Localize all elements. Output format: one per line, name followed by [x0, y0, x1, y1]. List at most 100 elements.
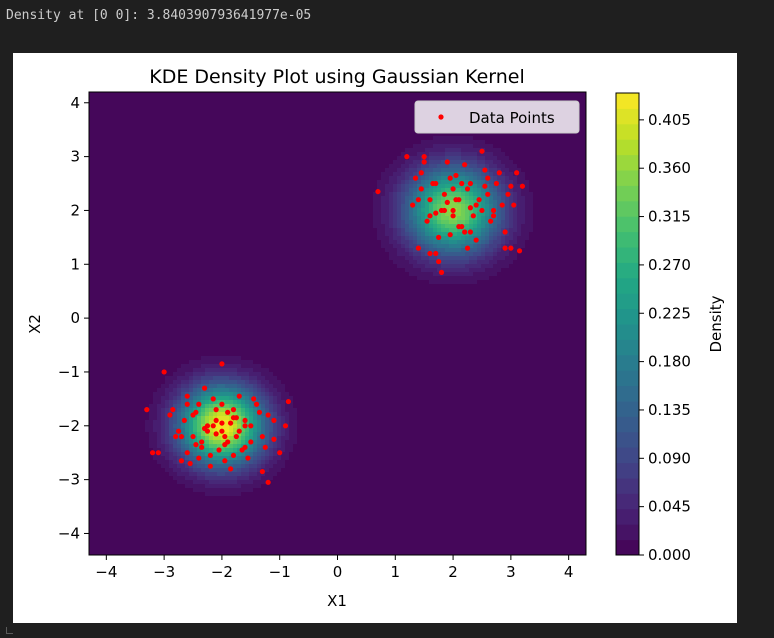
density-cell — [389, 192, 394, 197]
density-cell — [445, 236, 450, 241]
density-cell — [269, 144, 274, 149]
density-cell — [361, 228, 366, 233]
density-cell — [505, 184, 510, 189]
density-cell — [529, 228, 534, 233]
density-cell — [329, 172, 334, 177]
density-cell — [545, 160, 550, 165]
density-cell — [261, 204, 266, 209]
density-cell — [505, 148, 510, 153]
density-cell — [421, 180, 426, 185]
density-cell — [497, 152, 502, 157]
density-cell — [145, 236, 150, 241]
density-cell — [125, 176, 130, 181]
density-cell — [269, 188, 274, 193]
density-cell — [129, 104, 134, 109]
density-cell — [317, 248, 322, 253]
density-cell — [445, 192, 450, 197]
density-cell — [421, 168, 426, 173]
density-cell — [545, 208, 550, 213]
chart-title: KDE Density Plot using Gaussian Kernel — [149, 66, 525, 88]
density-cell — [201, 160, 206, 165]
density-cell — [193, 176, 198, 181]
density-cell — [453, 228, 458, 233]
density-cell — [561, 232, 566, 237]
density-cell — [345, 236, 350, 241]
density-cell — [337, 120, 342, 125]
density-cell — [225, 188, 230, 193]
density-cell — [177, 228, 182, 233]
density-cell — [221, 112, 226, 117]
density-cell — [329, 220, 334, 225]
density-cell — [465, 152, 470, 157]
density-cell — [221, 208, 226, 213]
density-cell — [569, 216, 574, 221]
density-cell — [541, 132, 546, 137]
density-cell — [309, 212, 314, 217]
density-cell — [205, 152, 210, 157]
density-cell — [153, 188, 158, 193]
density-cell — [533, 244, 538, 249]
density-cell — [529, 184, 534, 189]
density-cell — [193, 192, 198, 197]
density-cell — [93, 156, 98, 161]
density-cell — [461, 220, 466, 225]
density-cell — [173, 120, 178, 125]
density-cell — [165, 124, 170, 129]
density-cell — [141, 168, 146, 173]
density-cell — [129, 172, 134, 177]
density-cell — [545, 184, 550, 189]
density-cell — [305, 236, 310, 241]
density-cell — [165, 240, 170, 245]
density-cell — [313, 136, 318, 141]
density-cell — [125, 168, 130, 173]
density-cell — [197, 248, 202, 253]
density-cell — [541, 236, 546, 241]
density-cell — [101, 132, 106, 137]
density-cell — [169, 240, 174, 245]
density-cell — [121, 152, 126, 157]
density-cell — [125, 152, 130, 157]
density-cell — [321, 100, 326, 105]
density-cell — [205, 112, 210, 117]
density-cell — [493, 176, 498, 181]
density-cell — [233, 204, 238, 209]
density-cell — [333, 216, 338, 221]
density-cell — [437, 188, 442, 193]
density-cell — [197, 128, 202, 133]
density-cell — [421, 196, 426, 201]
density-cell — [261, 92, 266, 97]
density-cell — [369, 212, 374, 217]
density-cell — [125, 192, 130, 197]
density-cell — [381, 228, 386, 233]
density-cell — [477, 176, 482, 181]
density-cell — [193, 224, 198, 229]
density-cell — [229, 140, 234, 145]
density-cell — [125, 196, 130, 201]
density-cell — [249, 128, 254, 133]
density-cell — [265, 204, 270, 209]
density-cell — [165, 224, 170, 229]
density-cell — [265, 100, 270, 105]
density-cell — [253, 236, 258, 241]
density-cell — [449, 236, 454, 241]
density-cell — [217, 188, 222, 193]
density-cell — [329, 140, 334, 145]
density-cell — [277, 224, 282, 229]
density-cell — [293, 132, 298, 137]
density-cell — [221, 124, 226, 129]
density-cell — [293, 136, 298, 141]
density-cell — [361, 244, 366, 249]
density-cell — [209, 200, 214, 205]
density-cell — [353, 220, 358, 225]
density-cell — [293, 128, 298, 133]
density-cell — [181, 212, 186, 217]
density-cell — [157, 180, 162, 185]
density-cell — [101, 224, 106, 229]
density-cell — [413, 132, 418, 137]
density-cell — [553, 156, 558, 161]
density-cell — [553, 136, 558, 141]
density-cell — [265, 236, 270, 241]
density-cell — [369, 244, 374, 249]
density-cell — [289, 100, 294, 105]
density-cell — [501, 208, 506, 213]
